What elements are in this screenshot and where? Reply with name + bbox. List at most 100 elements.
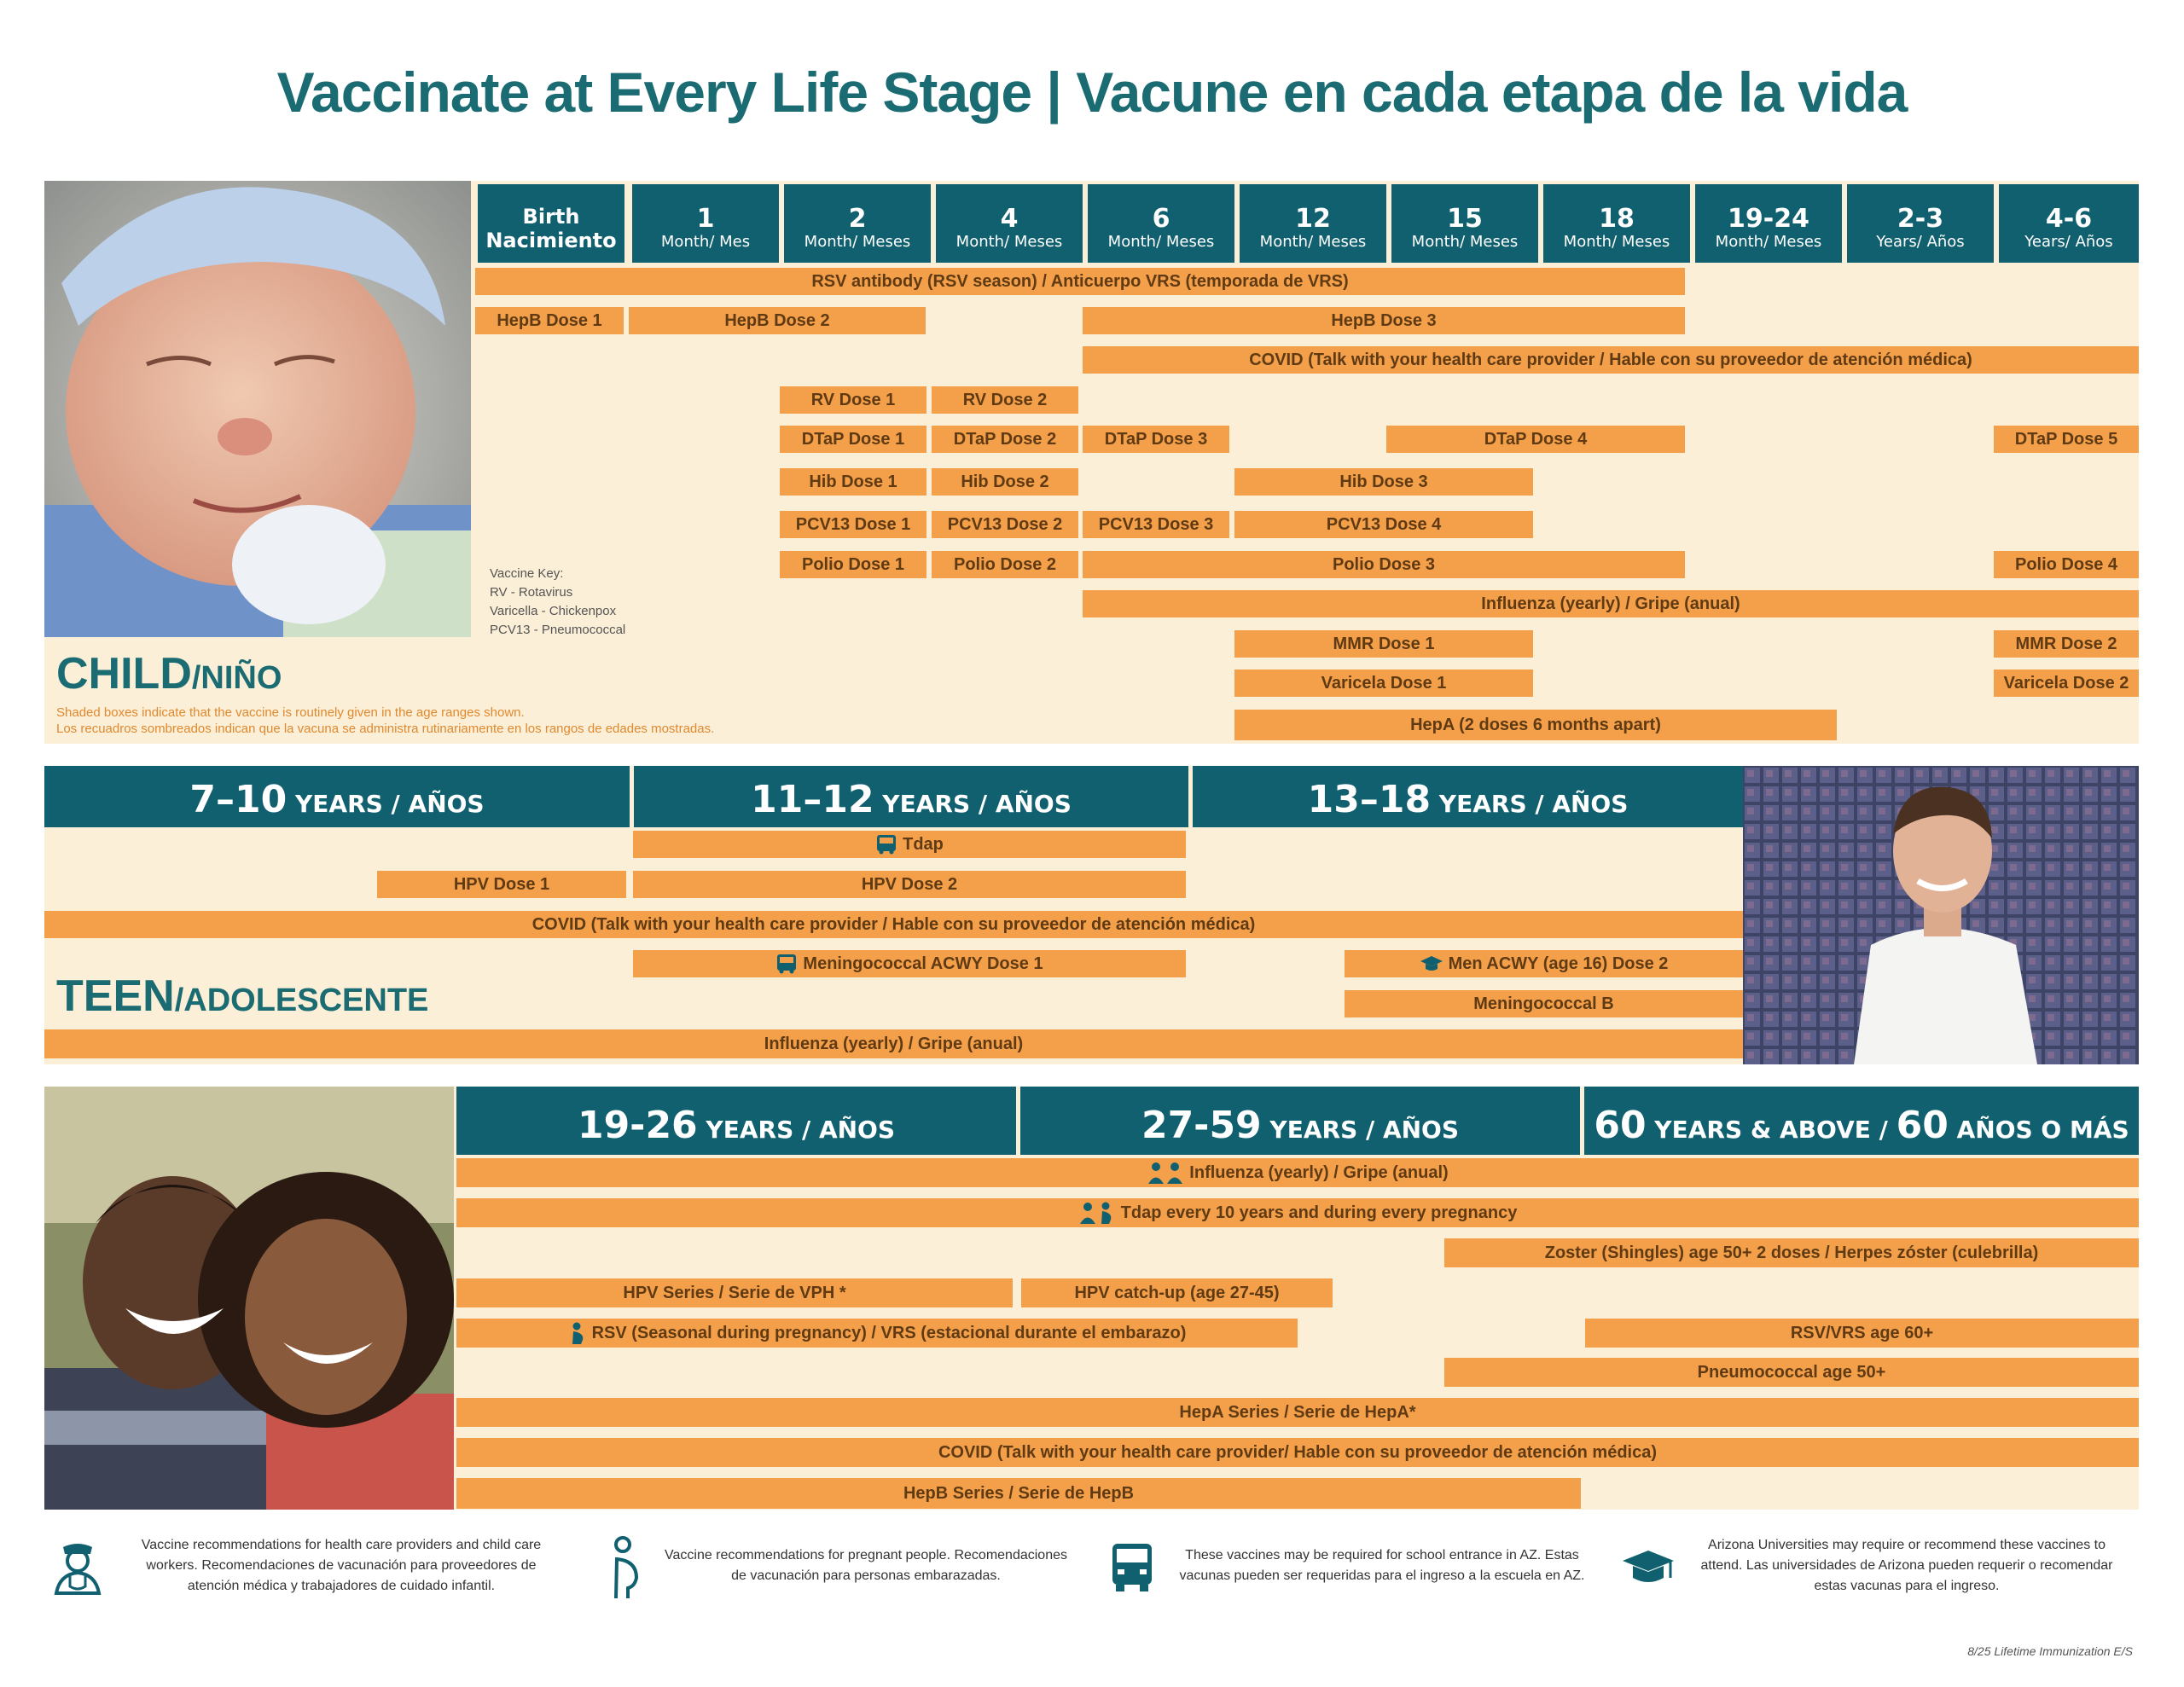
child-header-18-months: 18 Month/ Meses — [1543, 184, 1690, 263]
child-stage-label: CHILD/NIÑO — [56, 648, 282, 699]
legend-pregnant: Vaccine recommendations for pregnant peo… — [606, 1535, 1083, 1603]
child-dtap-dose3-bar: DTaP Dose 3 — [1083, 426, 1229, 453]
adult-header-27-59: 27-59 YEARS / AÑOS — [1020, 1087, 1580, 1155]
teen-stage-label: TEEN/ADOLESCENTE — [56, 971, 428, 1022]
child-header-15-months: 15 Month/ Meses — [1391, 184, 1538, 263]
child-varicella-dose1-bar: Varicela Dose 1 — [1234, 670, 1533, 697]
child-pcv13-dose4-bar: PCV13 Dose 4 — [1234, 511, 1533, 538]
child-header-6-months: 6 Month/ Meses — [1088, 184, 1234, 263]
adult-hpv-catchup-bar: HPV catch-up (age 27-45) — [1021, 1278, 1333, 1307]
pregnant-person-icon — [572, 1322, 583, 1344]
child-stage-sub: /NIÑO — [191, 660, 282, 696]
child-hepb-dose1-bar: HepB Dose 1 — [475, 307, 624, 334]
vaccine-key-pcv13: PCV13 - Pneumococcal — [490, 623, 626, 637]
adult-hpv-series-bar: HPV Series / Serie de VPH * — [456, 1278, 1013, 1307]
child-header-12-months: 12 Month/ Meses — [1240, 184, 1386, 263]
teen-meningococcal-acwy-dose1-bar: Meningococcal ACWY Dose 1 — [633, 950, 1186, 977]
adult-tdap-label: Tdap every 10 years and during every pre… — [1120, 1203, 1518, 1222]
child-dtap-dose4-bar: DTaP Dose 4 — [1386, 426, 1685, 453]
vaccine-key-title: Vaccine Key: — [490, 566, 564, 581]
child-header-4-months: 4 Month/ Meses — [936, 184, 1083, 263]
child-dtap-dose2-bar: DTaP Dose 2 — [932, 426, 1078, 453]
page-title: Vaccinate at Every Life Stage | Vacune e… — [276, 61, 1908, 124]
teen-photo — [1743, 766, 2139, 1064]
footer-code: 8/25 Lifetime Immunization E/S — [1967, 1644, 2133, 1658]
child-hepb-dose3-bar: HepB Dose 3 — [1083, 307, 1685, 334]
child-stage-main: CHILD — [56, 649, 192, 699]
child-hepb-dose2-bar: HepB Dose 2 — [629, 307, 926, 334]
child-header-4-6-years: 4-6 Years/ Años — [1999, 184, 2139, 263]
child-pcv13-dose1-bar: PCV13 Dose 1 — [780, 511, 926, 538]
child-dtap-dose1-bar: DTaP Dose 1 — [780, 426, 926, 453]
adult-hepb-series-bar: HepB Series / Serie de HepB — [456, 1478, 1581, 1509]
child-shading-note: Shaded boxes indicate that the vaccine i… — [56, 704, 824, 737]
child-hib-dose1-bar: Hib Dose 1 — [780, 468, 926, 496]
child-header-19-24-months: 19-24 Month/ Meses — [1695, 184, 1842, 263]
baby-photo — [44, 181, 471, 637]
teen-header-13-18: 13–18 YEARS / AÑOS — [1193, 766, 1743, 827]
legend-health-worker-text: Vaccine recommendations for health care … — [141, 1538, 542, 1593]
adult-covid-bar: COVID (Talk with your health care provid… — [456, 1438, 2139, 1467]
teen-covid-bar: COVID (Talk with your health care provid… — [44, 911, 1743, 938]
child-polio-dose2-bar: Polio Dose 2 — [932, 551, 1078, 578]
child-rv-dose1-bar: RV Dose 1 — [780, 386, 926, 414]
teen-men-acwy-dose1-label: Meningococcal ACWY Dose 1 — [803, 954, 1043, 973]
legend-school-bus: These vaccines may be required for schoo… — [1109, 1535, 1621, 1603]
child-note-en: Shaded boxes indicate that the vaccine i… — [56, 705, 525, 720]
child-polio-dose4-bar: Polio Dose 4 — [1994, 551, 2139, 578]
child-header-2-3-years: 2-3 Years/ Años — [1847, 184, 1994, 263]
adult-hepa-series-bar: HepA Series / Serie de HepA* — [456, 1398, 2139, 1427]
adult-rsv-pregnancy-bar: RSV (Seasonal during pregnancy) / VRS (e… — [456, 1319, 1298, 1348]
child-hib-dose3-bar: Hib Dose 3 — [1234, 468, 1533, 496]
teen-influenza-bar: Influenza (yearly) / Gripe (anual) — [44, 1029, 1743, 1058]
child-hib-dose2-bar: Hib Dose 2 — [932, 468, 1078, 496]
school-bus-icon — [1112, 1544, 1152, 1591]
teen-men-acwy-dose2-label: Men ACWY (age 16) Dose 2 — [1448, 954, 1669, 973]
child-header-birth: Birth Nacimiento — [478, 184, 624, 263]
adult-photo — [44, 1087, 454, 1510]
child-pcv13-dose2-bar: PCV13 Dose 2 — [932, 511, 1078, 538]
legend-school-bus-text: These vaccines may be required for schoo… — [1179, 1548, 1585, 1583]
child-rv-dose2-bar: RV Dose 2 — [932, 386, 1078, 414]
legend-graduation-cap-text: Arizona Universities may require or reco… — [1700, 1538, 2113, 1593]
graduation-cap-icon — [1420, 956, 1443, 971]
child-covid-bar: COVID (Talk with your health care provid… — [1083, 346, 2139, 374]
adult-rsv-pregnancy-label: RSV (Seasonal during pregnancy) / VRS (e… — [591, 1323, 1187, 1342]
child-influenza-bar: Influenza (yearly) / Gripe (anual) — [1083, 590, 2139, 617]
teen-tdap-bar: Tdap — [633, 831, 1186, 858]
child-polio-dose3-bar: Polio Dose 3 — [1083, 551, 1685, 578]
teen-meningococcal-b-bar: Meningococcal B — [1345, 990, 1743, 1017]
school-bus-icon — [877, 835, 897, 855]
legend-graduation-cap: Arizona Universities may require or reco… — [1621, 1535, 2133, 1603]
child-hepa-bar: HepA (2 doses 6 months apart) — [1234, 710, 1837, 740]
teen-header-7-10: 7–10 YEARS / AÑOS — [44, 766, 630, 827]
adult-zoster-bar: Zoster (Shingles) age 50+ 2 doses / Herp… — [1444, 1238, 2139, 1267]
health-worker-icon — [1148, 1162, 1183, 1184]
child-dtap-dose5-bar: DTaP Dose 5 — [1994, 426, 2139, 453]
adult-rsv-60-bar: RSV/VRS age 60+ — [1585, 1319, 2139, 1348]
adult-header-19-26: 19-26 YEARS / AÑOS — [456, 1087, 1016, 1155]
adult-pneumococcal-bar: Pneumococcal age 50+ — [1444, 1358, 2139, 1387]
child-polio-dose1-bar: Polio Dose 1 — [780, 551, 926, 578]
teen-stage-main: TEEN — [56, 971, 175, 1021]
adult-influenza-label: Influenza (yearly) / Gripe (anual) — [1189, 1162, 1449, 1182]
vaccine-key-varicella: Varicella - Chickenpox — [490, 604, 617, 618]
adult-header-60-above: 60 YEARS & ABOVE / 60 AÑOS O MÁS — [1584, 1087, 2139, 1155]
vaccine-key: Vaccine Key: RV - Rotavirus Varicella - … — [490, 565, 703, 640]
adult-tdap-bar: Tdap every 10 years and during every pre… — [456, 1198, 2139, 1227]
child-varicella-dose2-bar: Varicela Dose 2 — [1994, 670, 2139, 697]
legend-health-worker: Vaccine recommendations for health care … — [51, 1535, 563, 1603]
child-mmr-dose2-bar: MMR Dose 2 — [1994, 630, 2139, 658]
child-note-es: Los recuadros sombreados indican que la … — [56, 722, 715, 736]
health-worker-pregnant-icon — [1079, 1202, 1111, 1224]
teen-hpv-dose1-bar: HPV Dose 1 — [377, 871, 626, 898]
child-rsv-bar: RSV antibody (RSV season) / Anticuerpo V… — [475, 268, 1685, 295]
child-mmr-dose1-bar: MMR Dose 1 — [1234, 630, 1533, 658]
graduation-cap-icon — [1623, 1551, 1674, 1582]
teen-men-acwy-dose2-bar: Men ACWY (age 16) Dose 2 — [1345, 950, 1743, 977]
teen-header-11-12: 11–12 YEARS / AÑOS — [634, 766, 1188, 827]
child-header-2-months: 2 Month/ Meses — [784, 184, 931, 263]
child-pcv13-dose3-bar: PCV13 Dose 3 — [1083, 511, 1229, 538]
teen-stage-sub: /ADOLESCENTE — [174, 983, 429, 1018]
health-worker-icon — [54, 1544, 102, 1595]
